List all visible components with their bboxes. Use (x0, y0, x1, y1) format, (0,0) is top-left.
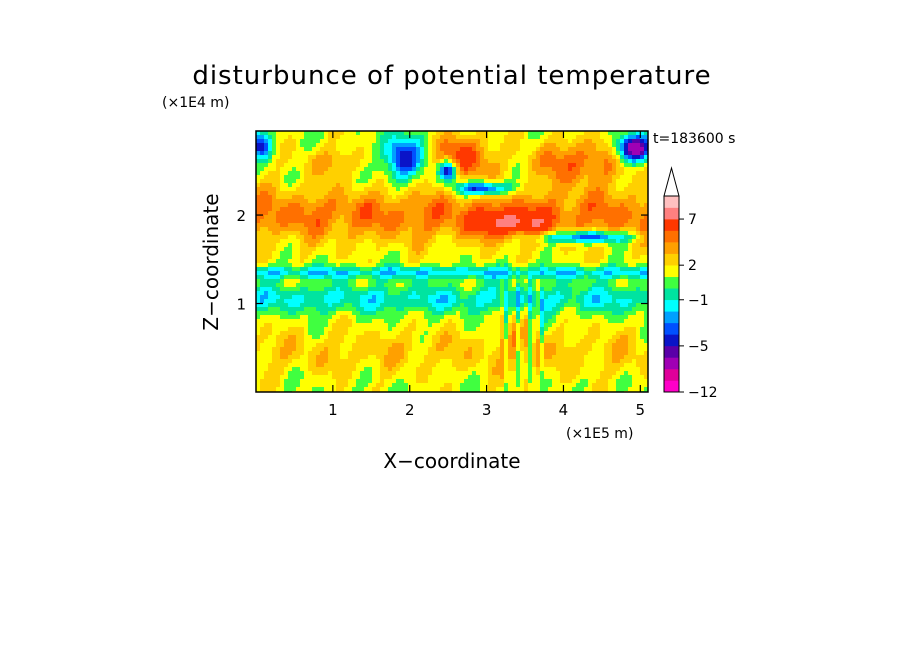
colorbar-swatch (664, 276, 679, 289)
colorbar-swatch (664, 334, 679, 347)
colorbar-swatch (664, 265, 679, 278)
y-axis-title: Z−coordinate (199, 193, 223, 330)
colorbar-tick-label: −1 (688, 293, 709, 309)
y-tick-label: 2 (236, 207, 246, 225)
contour-field (256, 131, 649, 393)
colorbar: −12−5−127 (663, 166, 718, 401)
colorbar-tick-label: −12 (688, 385, 718, 401)
y-axis: 12 (236, 207, 648, 314)
colorbar-swatch (664, 242, 679, 254)
x-tick-label: 2 (405, 401, 415, 419)
x-tick-label: 3 (482, 401, 492, 419)
x-tick-label: 1 (328, 401, 338, 419)
colorbar-swatch (664, 230, 679, 243)
colorbar-tick-label: 2 (688, 258, 697, 274)
colorbar-extend-arrow (663, 166, 680, 197)
colorbar-swatch (664, 253, 679, 266)
colorbar-tick-label: 7 (688, 212, 697, 228)
colorbar-swatch (664, 196, 679, 208)
x-unit-label: (×1E5 m) (566, 426, 633, 442)
x-tick-label: 4 (559, 401, 569, 419)
chart-title: disturbunce of potential temperature (192, 61, 711, 91)
colorbar-swatch (664, 380, 679, 393)
x-axis-title: X−coordinate (383, 449, 520, 473)
colorbar-swatch (664, 207, 679, 220)
colorbar-swatch (664, 368, 679, 381)
colorbar-swatch (664, 219, 679, 231)
colorbar-swatch (664, 357, 679, 370)
time-label: t=183600 s (653, 131, 735, 147)
colorbar-swatch (664, 322, 679, 335)
plot-frame (255, 130, 649, 393)
x-axis: 1 2 3 4 5 (328, 131, 645, 419)
y-unit-label: (×1E4 m) (162, 95, 229, 111)
x-tick-label: 5 (636, 401, 646, 419)
y-tick-label: 1 (236, 296, 246, 314)
colorbar-swatch (664, 311, 679, 324)
colorbar-swatch (664, 345, 679, 358)
colorbar-swatch (664, 288, 679, 301)
colorbar-tick-label: −5 (688, 339, 709, 355)
colorbar-swatch (664, 299, 679, 312)
